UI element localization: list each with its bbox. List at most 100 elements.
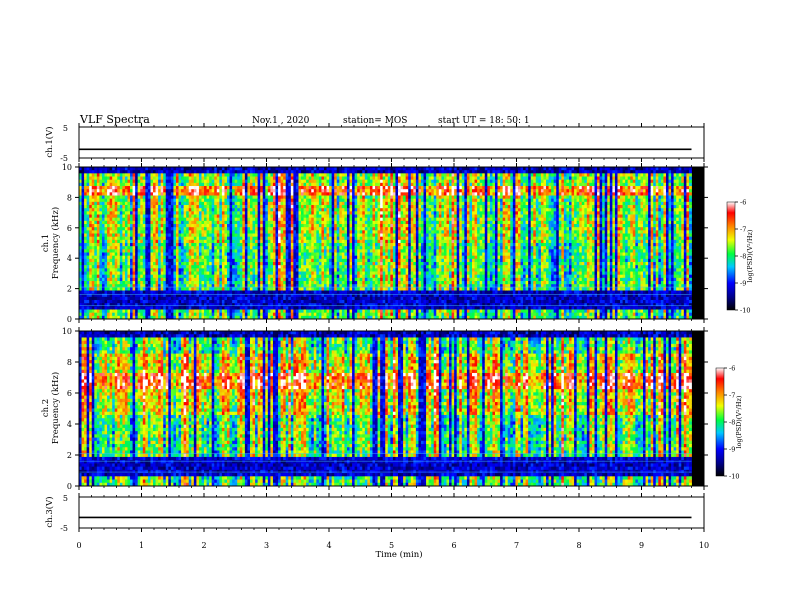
ch1-spectrogram-cell — [163, 211, 167, 215]
ch1-spectrogram-cell — [137, 230, 141, 234]
ch1-spectrogram-cell — [260, 258, 264, 263]
ch1-spectrogram-cell — [145, 252, 149, 257]
ch1-spectrogram-cell — [158, 217, 162, 222]
ch1-spectrogram-cell — [334, 303, 338, 307]
ch1-spectrogram-cell — [227, 224, 230, 228]
ch1-spectrogram-cell — [252, 179, 256, 184]
ch1-spectrogram-cell — [193, 306, 197, 310]
ch1-spectrogram-cell — [175, 179, 179, 184]
ch1-spectrogram-cell — [211, 306, 215, 310]
ch1-spectrogram-cell — [298, 208, 302, 212]
ch1-spectrogram-cell — [272, 170, 276, 174]
ch1-spectrogram-cell — [145, 271, 149, 276]
ch1-spectrogram-cell — [216, 220, 220, 225]
ch1-spectrogram-cell — [170, 205, 174, 209]
ch1-spectrogram-cell — [329, 268, 333, 272]
ch1-spectrogram-cell — [295, 315, 299, 320]
ch1-spectrogram-cell — [147, 293, 151, 298]
ch1-spectrogram-cell — [257, 182, 261, 187]
ch1-spectrogram-cell — [265, 220, 269, 225]
ch1-spectrogram-cell — [163, 281, 167, 285]
ch1-spectrogram-cell — [229, 195, 233, 200]
ch1-spectrogram-cell — [298, 262, 302, 266]
ch1-spectrogram-cell — [324, 277, 327, 282]
ch1-spectrogram-cell — [216, 262, 220, 266]
ch1-spectrogram-cell — [221, 176, 225, 181]
ch1-spectrogram-cell — [119, 258, 123, 263]
ch1-spectrogram-cell — [301, 239, 304, 244]
ch1-spectrogram-cell — [229, 233, 233, 238]
ch1-spectrogram-cell — [91, 208, 95, 212]
ch1-spectrogram-cell — [227, 176, 230, 181]
ch1-spectrogram-cell — [324, 192, 327, 196]
ch1-spectrogram-cell — [84, 290, 88, 295]
ch1-spectrogram-cell — [99, 230, 103, 234]
ch1-spectrogram-cell — [334, 224, 338, 228]
ch1-spectrogram-cell — [244, 309, 248, 314]
ch1-spectrogram-cell — [86, 243, 90, 247]
ch1-spectrogram-cell — [132, 309, 136, 314]
ch1-spectrogram-cell — [158, 277, 162, 282]
ch1-spectrogram-cell — [209, 300, 213, 304]
ch1-spectrogram-cell — [137, 309, 141, 314]
ch1-spectrogram-cell — [206, 189, 210, 193]
ch1-spectrogram-cell — [275, 198, 279, 203]
ch1-spectrogram-cell — [239, 195, 243, 200]
ch1-spectrogram-cell — [94, 208, 98, 212]
ch1-spectrogram-cell — [329, 300, 333, 304]
ch1-spectrogram-cell — [181, 224, 185, 228]
ch1-spectrogram-cell — [183, 170, 187, 174]
ch1-spectrogram-cell — [163, 243, 167, 247]
ch1-spectrogram-cell — [158, 236, 162, 241]
ch1-spectrogram-cell — [175, 258, 179, 263]
ch1-spectrogram-cell — [255, 255, 259, 260]
ch1-spectrogram-cell — [239, 312, 243, 317]
ch1-spectrogram-cell — [193, 296, 197, 301]
ch1-spectrogram-cell — [99, 271, 103, 276]
ch1-spectrogram-cell — [147, 303, 151, 307]
station-label: station= MOS — [343, 116, 407, 126]
ch1-spectrogram-cell — [155, 290, 159, 295]
ch1-spectrogram-cell — [130, 300, 133, 304]
ch1-spectrogram-cell — [94, 265, 98, 269]
ch1-spectrogram-cell — [306, 309, 310, 314]
ch1-spectrogram-cell — [237, 246, 241, 250]
ch1-spectrogram-cell — [122, 211, 126, 215]
ch1-spectrogram-cell — [326, 195, 330, 200]
ch1-spectrogram-cell — [265, 284, 269, 288]
ch1-spectrogram-cell — [86, 173, 90, 177]
ch1-spectrogram-cell — [321, 201, 325, 206]
ch1-spectrogram-cell — [175, 271, 179, 276]
ch1-spectrogram-cell — [336, 214, 340, 219]
ch1-spectrogram-cell — [81, 208, 85, 212]
ch1-spectrogram-cell — [324, 173, 327, 177]
ch1-spectrogram-cell — [112, 192, 116, 196]
ch1-spectrogram-cell — [150, 312, 154, 317]
ch1-spectrogram-cell — [170, 265, 174, 269]
ch1-spectrogram-cell — [293, 201, 297, 206]
ch1-spectrogram-cell — [234, 312, 238, 317]
ch1-spectrogram-cell — [206, 195, 210, 200]
ch1-spectrogram-cell — [86, 233, 90, 238]
ch1-spectrogram-cell — [260, 249, 264, 253]
ch1-spectrogram-cell — [196, 268, 200, 272]
ch1-spectrogram-cell — [163, 296, 167, 301]
ch1-spectrogram-cell — [216, 296, 220, 301]
ch1-spectrogram-cell — [278, 290, 282, 295]
ch1-spectrogram-cell — [135, 274, 139, 279]
ch1-spectrogram-cell — [232, 205, 236, 209]
ch1-spectrogram-cell — [216, 258, 220, 263]
ch1-spectrogram-cell — [193, 262, 197, 266]
ch1-spectrogram-cell — [336, 300, 340, 304]
ch1-spectrogram-cell — [227, 315, 230, 320]
ch1-spectrogram-cell — [155, 201, 159, 206]
ch1-spectrogram-cell — [86, 309, 90, 314]
ch1-spectrogram-cell — [147, 296, 151, 301]
ch1-spectrogram-cell — [153, 211, 156, 215]
ch1-spectrogram-cell — [175, 182, 179, 187]
ch1-spectrogram-cell — [132, 249, 136, 253]
ch1-spectrogram-cell — [89, 224, 93, 228]
ch1-spectrogram-cell — [79, 258, 82, 263]
ch1-spectrogram-cell — [306, 208, 310, 212]
ch1-spectrogram-cell — [290, 170, 294, 174]
